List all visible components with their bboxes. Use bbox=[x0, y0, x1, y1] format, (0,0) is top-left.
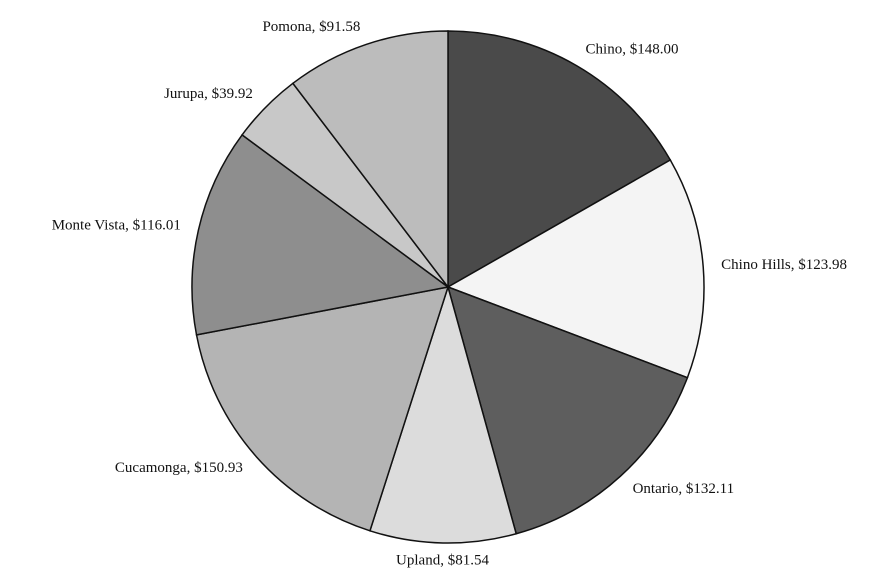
slice-label: Ontario, $132.11 bbox=[633, 481, 735, 497]
slice-label: Upland, $81.54 bbox=[396, 552, 489, 568]
slice-label: Chino, $148.00 bbox=[586, 41, 679, 57]
pie-slice bbox=[369, 284, 518, 544]
slice-label: Monte Vista, $116.01 bbox=[52, 218, 181, 234]
pie-slice bbox=[291, 30, 449, 290]
pie-slice bbox=[446, 159, 705, 379]
slice-label: Pomona, $91.58 bbox=[262, 19, 360, 35]
pie-slice bbox=[447, 30, 672, 289]
pie-slice bbox=[191, 133, 450, 336]
slice-label: Jurupa, $39.92 bbox=[164, 86, 253, 102]
pie-slice bbox=[446, 285, 689, 535]
slice-label: Cucamonga, $150.93 bbox=[115, 460, 243, 476]
slice-label: Chino Hills, $123.98 bbox=[721, 257, 847, 273]
pie-slice bbox=[195, 286, 450, 532]
